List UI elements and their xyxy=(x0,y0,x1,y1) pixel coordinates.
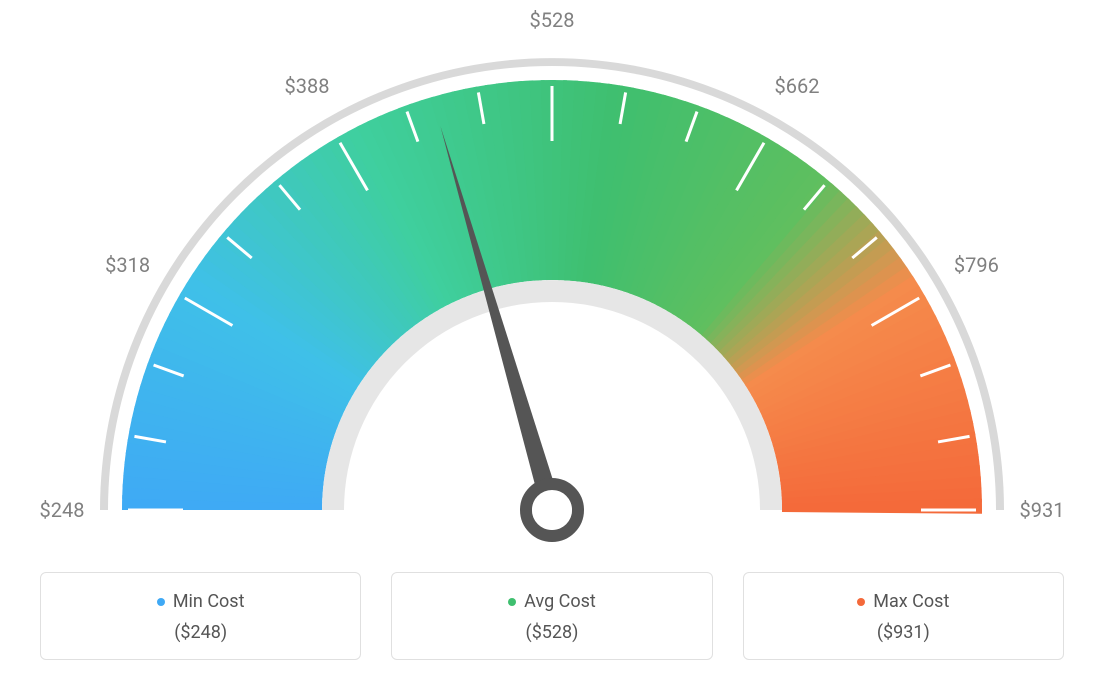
gauge-tick-label: $318 xyxy=(105,253,150,277)
gauge-tick-label: $248 xyxy=(40,498,85,522)
gauge-tick-label: $528 xyxy=(530,8,575,32)
legend-card-min: Min Cost ($248) xyxy=(40,572,361,661)
legend-label-max: Max Cost xyxy=(873,591,949,612)
legend-title-max: Max Cost xyxy=(857,591,949,612)
gauge-tick-label: $388 xyxy=(285,74,330,98)
gauge-tick-label: $796 xyxy=(954,253,999,277)
legend-dot-min xyxy=(157,598,165,606)
legend-value-min: ($248) xyxy=(51,622,350,643)
legend-card-avg: Avg Cost ($528) xyxy=(391,572,712,661)
legend-title-avg: Avg Cost xyxy=(508,591,596,612)
legend-dot-max xyxy=(857,598,865,606)
legend-value-avg: ($528) xyxy=(402,622,701,643)
gauge-tick-label: $931 xyxy=(1020,498,1065,522)
legend-label-min: Min Cost xyxy=(173,591,245,612)
legend-title-min: Min Cost xyxy=(157,591,245,612)
cost-gauge: $248 $318 $388 $528 $662 $796 $931 xyxy=(0,0,1104,560)
legend-dot-avg xyxy=(508,598,516,606)
legend-value-max: ($931) xyxy=(754,622,1053,643)
legend-label-avg: Avg Cost xyxy=(524,591,596,612)
gauge-svg xyxy=(0,0,1104,560)
legend-card-max: Max Cost ($931) xyxy=(743,572,1064,661)
legend-row: Min Cost ($248) Avg Cost ($528) Max Cost… xyxy=(40,572,1064,661)
gauge-tick-label: $662 xyxy=(775,74,820,98)
